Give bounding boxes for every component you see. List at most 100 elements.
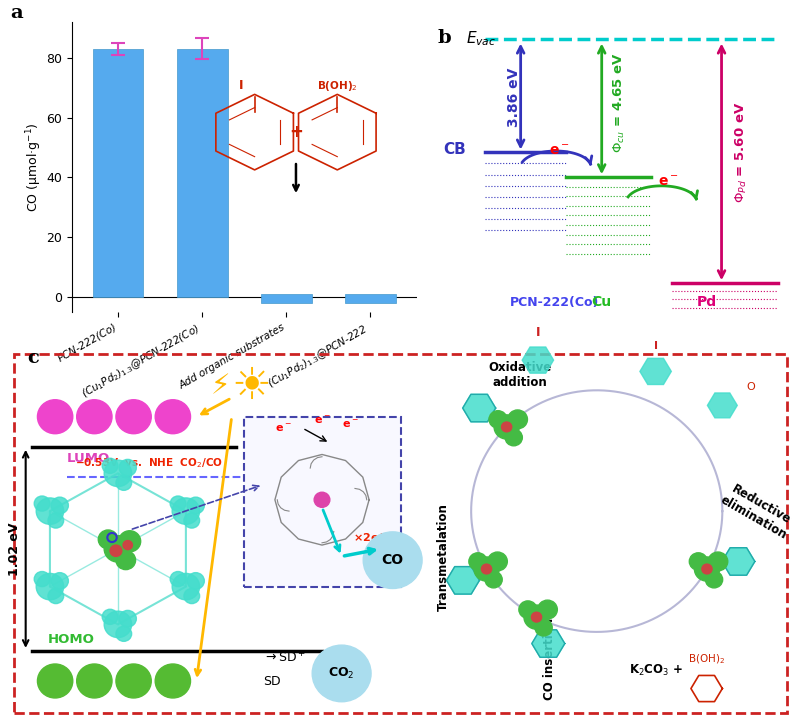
Text: CB: CB [443,142,466,157]
Circle shape [123,541,132,550]
Text: $E_{vac}$: $E_{vac}$ [466,29,496,48]
Circle shape [119,460,136,476]
Circle shape [488,552,507,571]
Circle shape [77,400,112,433]
Text: e$^-$: e$^-$ [549,144,570,158]
Circle shape [690,552,707,570]
Text: e$^-$: e$^-$ [314,415,331,426]
Circle shape [51,497,68,514]
Circle shape [116,664,151,698]
Circle shape [314,492,330,507]
Circle shape [116,551,135,570]
Circle shape [537,600,557,619]
Circle shape [36,574,63,600]
Text: ⚡: ⚡ [210,372,230,401]
Circle shape [702,564,712,574]
Text: HOMO: HOMO [47,633,95,646]
Text: O: O [746,383,755,392]
Text: Pd: Pd [697,295,717,309]
Circle shape [494,415,519,439]
Text: −0.53V  vs.  NHE  CO$_2$/CO: −0.53V vs. NHE CO$_2$/CO [74,456,223,470]
Text: h$^+$: h$^+$ [86,673,103,689]
Polygon shape [707,393,737,418]
Text: h$^+$: h$^+$ [46,673,64,689]
Text: I: I [654,340,658,351]
Text: e$^-$: e$^-$ [658,174,679,189]
Circle shape [116,476,131,490]
Text: LUMO: LUMO [67,452,110,465]
Text: h$^+$: h$^+$ [164,673,182,689]
Circle shape [116,627,131,641]
Text: h$^+$: h$^+$ [125,673,143,689]
Circle shape [119,611,136,627]
Text: I: I [239,78,244,91]
Circle shape [155,400,191,433]
Text: B(OH)$_2$: B(OH)$_2$ [688,653,725,666]
Circle shape [104,536,131,562]
Text: $\Phi_{Pd}$ = 5.60 eV: $\Phi_{Pd}$ = 5.60 eV [734,102,749,203]
Circle shape [184,589,199,603]
Polygon shape [722,547,755,575]
Circle shape [524,605,549,629]
Circle shape [708,552,728,571]
Circle shape [706,571,723,588]
Circle shape [36,498,63,524]
Circle shape [485,571,502,588]
Polygon shape [522,347,553,373]
Circle shape [104,611,131,637]
Circle shape [481,564,492,574]
Text: Oxidative
addition: Oxidative addition [488,362,551,389]
Circle shape [694,557,719,581]
Circle shape [116,400,151,433]
Text: K$_2$CO$_3$ +: K$_2$CO$_3$ + [629,662,682,677]
Text: Reductive
elimination: Reductive elimination [718,481,797,542]
Circle shape [170,571,186,587]
Circle shape [48,589,63,603]
Polygon shape [691,675,723,701]
Polygon shape [640,359,671,385]
Text: CO: CO [381,553,404,567]
Text: e$^-$: e$^-$ [125,411,142,423]
Text: PCN-222(Co): PCN-222(Co) [510,296,599,309]
Text: ×2e$^-$: ×2e$^-$ [353,531,387,543]
Circle shape [508,410,527,429]
Circle shape [104,460,131,486]
Text: CO$_2$: CO$_2$ [328,666,355,681]
Text: CO insertion: CO insertion [543,618,556,700]
Circle shape [469,552,487,570]
Circle shape [187,497,204,514]
Text: I: I [536,325,540,338]
Text: Transmetalation: Transmetalation [437,503,449,611]
Text: e$^-$: e$^-$ [86,411,103,423]
Circle shape [34,571,50,587]
Circle shape [172,498,199,524]
Circle shape [103,458,118,473]
Circle shape [474,557,499,581]
Text: +: + [289,123,303,141]
Circle shape [38,400,73,433]
Text: $\rightarrow$SD$^+$: $\rightarrow$SD$^+$ [264,650,306,665]
Text: e$^-$: e$^-$ [46,411,63,423]
Circle shape [172,574,199,600]
Circle shape [519,601,537,619]
Y-axis label: CO (μmol·g$^{-1}$): CO (μmol·g$^{-1}$) [24,122,43,212]
Circle shape [110,545,122,556]
Circle shape [531,612,541,622]
Circle shape [38,664,73,698]
Text: b: b [438,29,452,47]
Text: a: a [10,4,23,23]
Text: B(OH)$_2$: B(OH)$_2$ [317,78,358,93]
Circle shape [187,573,204,590]
Circle shape [77,664,112,698]
Circle shape [505,429,522,446]
Circle shape [99,530,118,549]
Text: c: c [27,348,39,367]
Polygon shape [532,630,565,657]
Circle shape [51,573,68,590]
Text: e$^-$: e$^-$ [164,411,181,423]
Text: Cu: Cu [591,295,611,309]
Text: 3.86 eV: 3.86 eV [506,68,521,127]
Circle shape [103,609,118,624]
Circle shape [489,411,507,428]
Text: SD: SD [264,674,281,688]
